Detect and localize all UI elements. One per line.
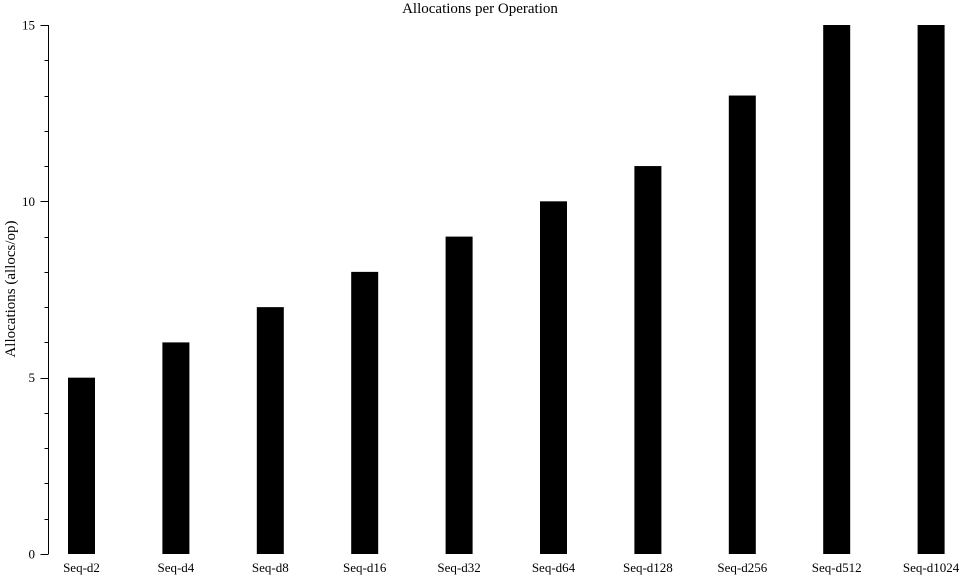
chart-title: Allocations per Operation xyxy=(402,1,558,17)
y-axis-ticks: 0 5 10 15 xyxy=(22,18,49,562)
y-tick-label-0: 0 xyxy=(29,547,36,562)
x-tick-label-seq-d2: Seq-d2 xyxy=(63,560,100,575)
bar-seq-d256 xyxy=(728,95,756,555)
bar-seq-d32 xyxy=(445,236,473,554)
x-tick-label-seq-d32: Seq-d32 xyxy=(437,560,480,575)
bar-seq-d512 xyxy=(823,25,851,554)
bar-seq-d64 xyxy=(540,201,567,555)
x-tick-label-seq-d16: Seq-d16 xyxy=(343,560,387,575)
bar-seq-d128 xyxy=(634,166,662,555)
x-tick-label-seq-d128: Seq-d128 xyxy=(623,560,673,575)
x-tick-label-seq-d256: Seq-d256 xyxy=(717,560,767,575)
bar-seq-d1024 xyxy=(917,25,945,554)
bar-seq-d16 xyxy=(351,271,379,554)
x-axis-tick-labels: Seq-d2 Seq-d4 Seq-d8 Seq-d16 Seq-d32 Seq-d64 S… xyxy=(63,560,960,575)
y-axis-label: Allocations (allocs/op) xyxy=(3,220,19,357)
bar-seq-d8 xyxy=(256,307,284,554)
x-tick-label-seq-d4: Seq-d4 xyxy=(157,560,194,575)
x-tick-label-seq-d1024: Seq-d1024 xyxy=(903,560,960,575)
bar-series xyxy=(68,25,945,555)
bar-seq-d2 xyxy=(68,377,95,554)
y-tick-label-15: 15 xyxy=(22,18,35,33)
bar-seq-d4 xyxy=(162,342,190,554)
y-tick-label-10: 10 xyxy=(22,194,35,209)
x-tick-label-seq-d512: Seq-d512 xyxy=(812,560,862,575)
x-tick-label-seq-d8: Seq-d8 xyxy=(252,560,289,575)
y-tick-label-5: 5 xyxy=(29,370,36,385)
x-tick-label-seq-d64: Seq-d64 xyxy=(532,560,576,575)
